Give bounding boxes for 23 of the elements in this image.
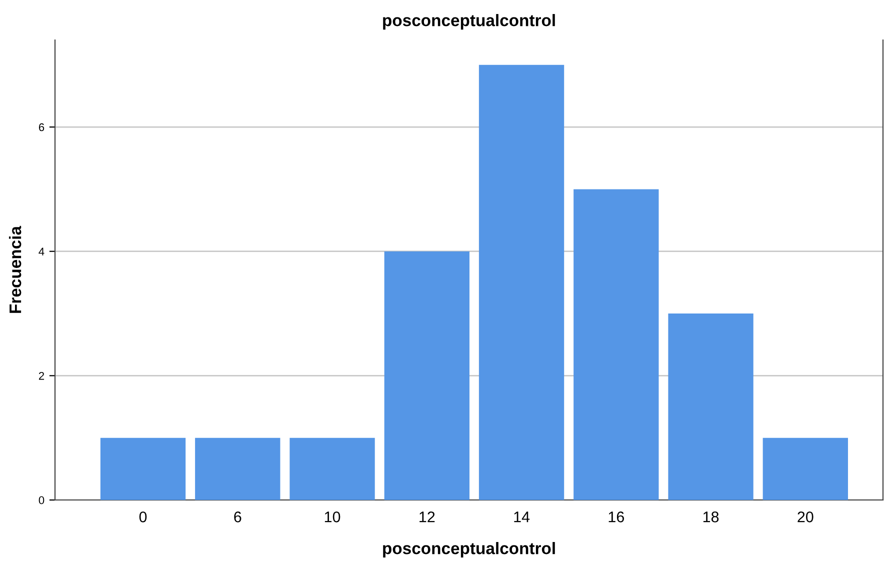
- bar: [100, 438, 186, 500]
- bar: [478, 64, 564, 500]
- bar: [195, 438, 280, 500]
- bar: [384, 251, 470, 500]
- y-tick-label: 6: [38, 123, 44, 132]
- x-tick-label: 20: [798, 512, 814, 522]
- y-axis-title: Frecuencia: [8, 226, 22, 313]
- bar: [574, 189, 659, 500]
- y-tick-label: 4: [38, 248, 44, 256]
- y-tick-label: 2: [38, 372, 44, 380]
- y-tick-label: 0: [38, 496, 44, 504]
- x-tick-label: 6: [234, 512, 242, 522]
- x-tick-label: 10: [324, 512, 340, 522]
- x-tick-label: 18: [703, 512, 719, 522]
- x-tick-label: 12: [420, 512, 435, 522]
- bar: [290, 438, 375, 500]
- chart-title: posconceptualcontrol: [383, 14, 555, 30]
- x-axis-title: posconceptualcontrol: [383, 542, 555, 558]
- x-tick-label: 0: [139, 512, 147, 522]
- bar: [668, 314, 754, 500]
- x-tick-label: 14: [514, 512, 530, 522]
- x-tick-label: 16: [608, 512, 624, 522]
- bar: [762, 438, 848, 500]
